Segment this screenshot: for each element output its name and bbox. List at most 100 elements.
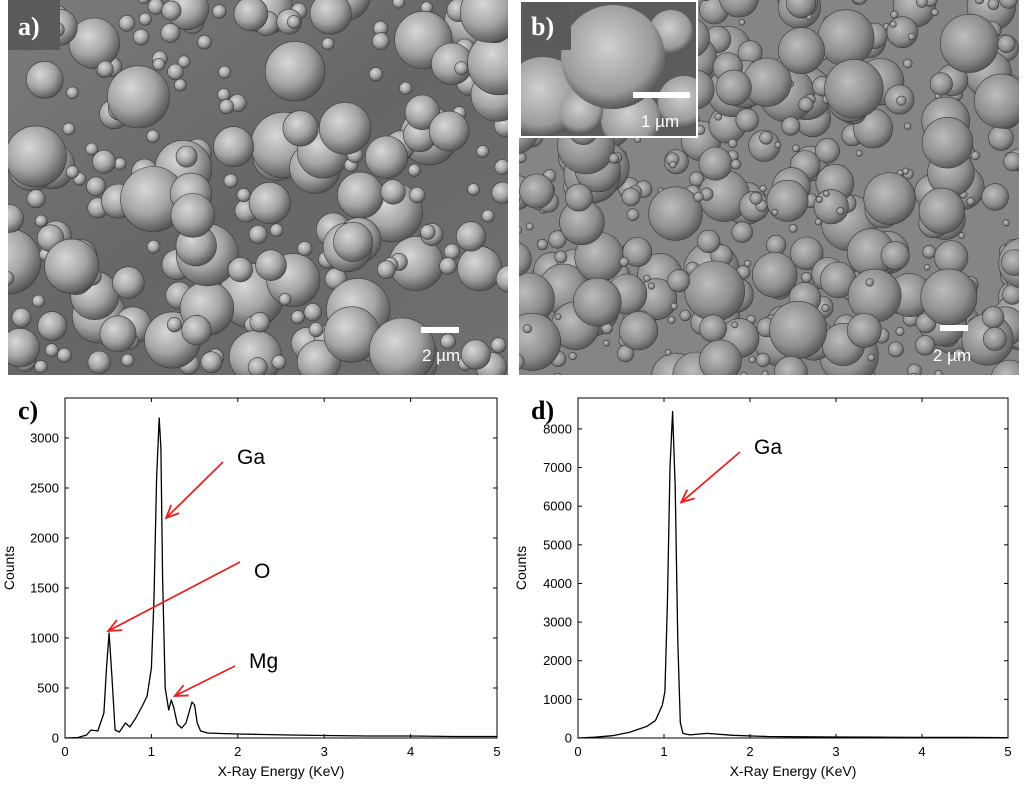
sem-grain [290,310,305,325]
sem-grain [792,144,800,153]
sem-grain [987,0,1000,10]
sem-grain [981,183,1009,211]
y-axis-label: Counts [513,546,529,590]
sem-grain [212,4,227,19]
x-tick-label: 2 [234,744,241,759]
sem-grain [817,9,875,67]
sem-grain [798,96,814,112]
sem-grain [494,159,508,175]
sem-grain [490,337,507,354]
y-tick-label: 8000 [543,421,572,436]
sem-grain [999,0,1018,9]
sem-grain [643,274,651,282]
sem-grain [548,230,567,249]
sem-grain [476,145,490,158]
sem-grain [934,369,943,375]
sem-grain [308,322,324,337]
sem-grain [175,145,198,168]
y-tick-label: 2000 [30,531,59,546]
sem-grain [813,189,849,225]
sem-grain [991,359,1019,375]
inset-scale-bar [633,92,690,98]
sem-grain [121,353,135,367]
sem-grain [748,356,756,364]
sem-grain [702,0,710,2]
sem-grain [44,343,59,357]
sem-grain [236,188,251,203]
sem-grain [1002,284,1019,305]
sem-grain [481,209,495,223]
sem-grain [428,110,470,152]
eds-chart-d: 0 1 2 3 4 5 0 1000 2000 3000 4000 5000 6000 7000 8000 X… [513,397,1012,779]
sem-grain [392,0,405,9]
sem-grain [519,196,521,203]
sem-grain [34,360,48,374]
scale-bar-a [421,327,459,333]
sem-grain [752,252,798,298]
sem-grain [333,221,374,262]
sem-grain [264,41,326,102]
sem-grain [217,88,231,102]
y-tick-label: 4000 [543,576,572,591]
sem-grain [915,335,936,356]
sem-grain [409,186,426,204]
panel-c-letter: c) [18,396,39,425]
sem-grain [918,187,965,234]
sem-grain [34,214,48,228]
sem-grain [621,187,641,207]
sem-grain [407,163,421,177]
sem-grain [223,173,239,189]
sem-grain [249,312,270,333]
sem-grain [603,339,610,347]
sem-grain [278,292,292,306]
sem-grain [801,271,812,283]
sem-grain [982,306,1005,329]
sem-grain [988,125,1014,151]
sem-grain [824,59,884,119]
sem-grain [619,311,659,351]
sem-grain [921,116,974,169]
sem-grain [420,224,436,240]
element-label: O [254,560,270,583]
x-tick-label: 5 [493,744,500,759]
sem-grain [847,268,902,323]
sem-grain [953,348,966,361]
sem-grain [62,122,76,136]
sem-grain [647,282,655,290]
sem-grain [118,14,136,32]
panel-b-letter-bg [521,2,571,50]
sem-grain [553,372,562,375]
sem-grain [8,204,24,233]
sem-grain [37,311,68,341]
sem-grain [920,268,978,326]
sem-grain [132,28,150,46]
sem-grain [670,302,678,310]
sem-grain [368,66,384,82]
spectrum-line [577,410,1009,739]
sem-grain [44,238,100,294]
sem-grain [364,135,408,179]
annotation-arrow [107,561,241,632]
sem-grain [573,277,622,327]
sem-grain [778,27,825,74]
sem-grain [740,371,748,375]
sem-grain [376,260,396,280]
sem-grain [380,179,406,205]
sem-grain [522,324,532,334]
sem-grain [774,141,782,149]
sem-grain [68,17,120,69]
sem-grain [699,314,727,343]
panel-a-letter-bg [8,0,60,50]
sem-grain [744,260,752,268]
sem-grain [887,341,904,358]
sem-grain [166,317,183,333]
sem-grain [146,239,161,254]
sem-grain [219,99,234,114]
x-tick-label: 1 [148,744,155,759]
sem-grain [138,12,152,26]
y-axis-label: Counts [1,546,17,590]
y-tick-label: 6000 [543,499,572,514]
sem-grain [57,347,72,363]
sem-grain [727,138,738,149]
sem-grain [519,226,522,234]
